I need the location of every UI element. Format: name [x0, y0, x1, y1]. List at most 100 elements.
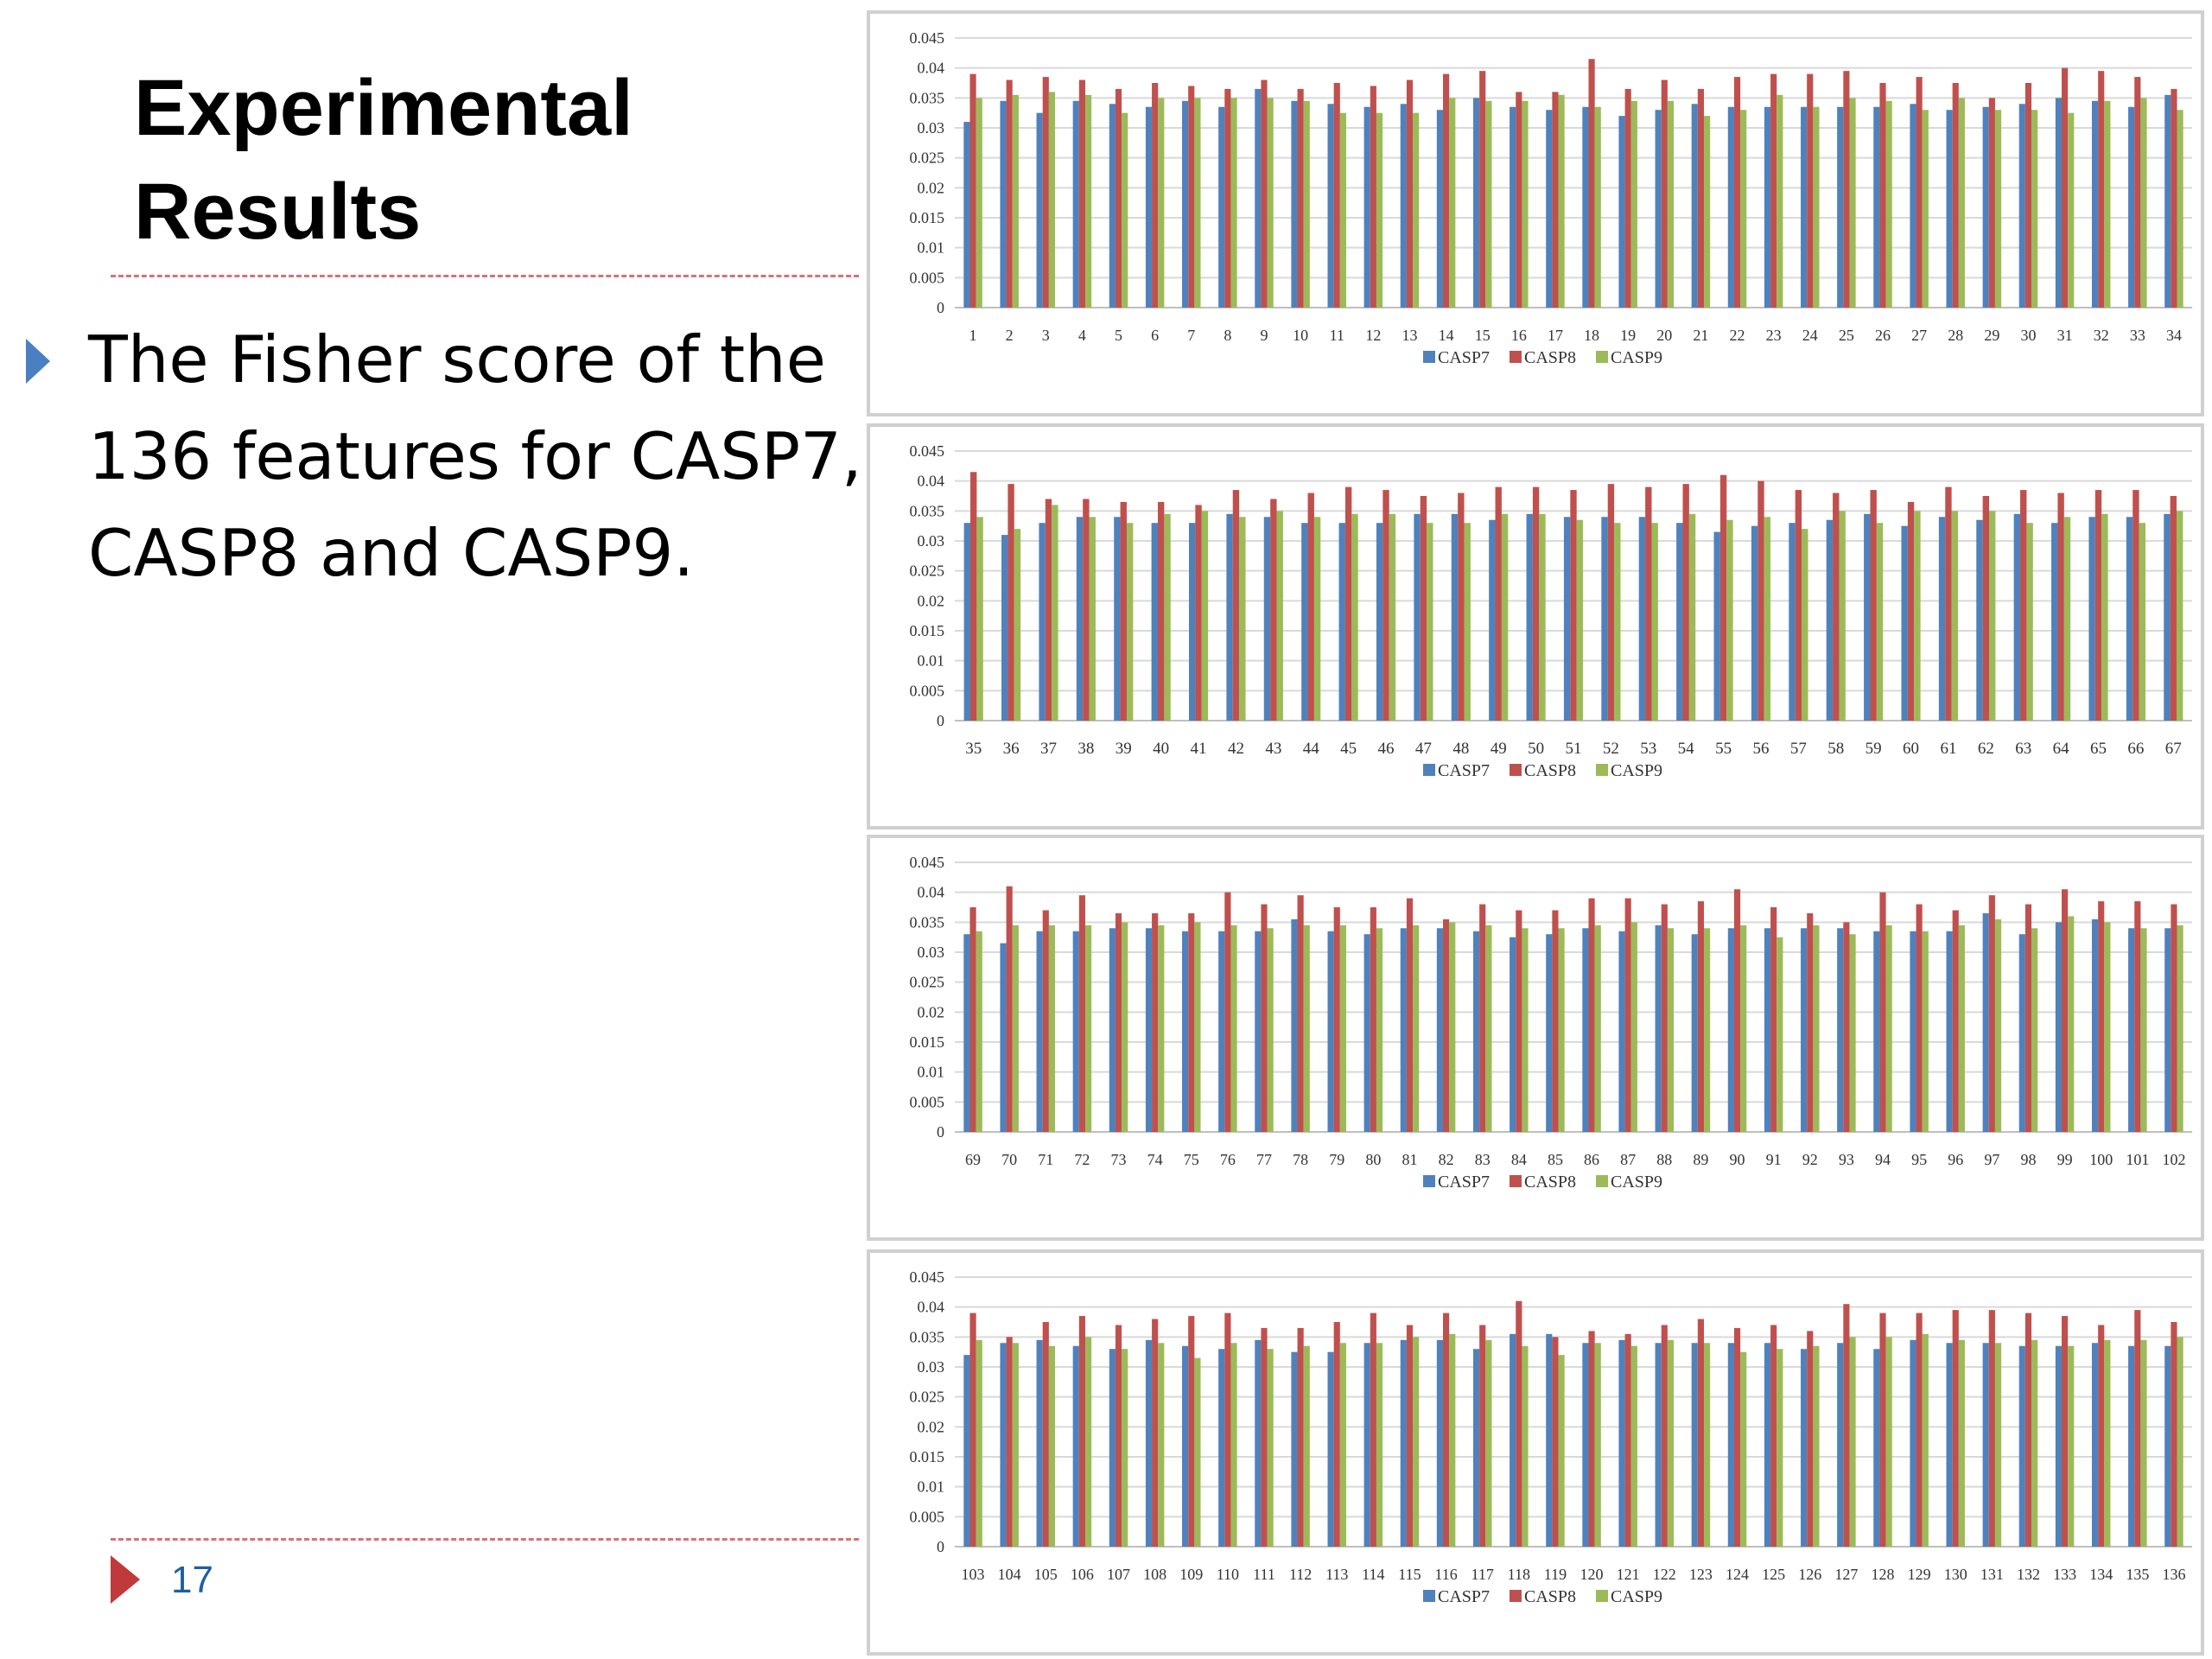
y-tick-label: 0.035 — [910, 913, 945, 931]
bar-casp9 — [1594, 1343, 1601, 1547]
bar-casp7 — [1182, 100, 1189, 308]
bar-casp9 — [1084, 925, 1092, 1132]
x-tick-label: 30 — [2020, 327, 2036, 344]
bar-casp8 — [1952, 910, 1959, 1132]
bar-casp8 — [1945, 486, 1952, 721]
bar-casp8 — [1406, 79, 1414, 308]
bar-casp8 — [1307, 493, 1314, 721]
bar-casp8 — [1006, 886, 1013, 1132]
y-tick-label: 0 — [937, 1123, 944, 1141]
bar-casp7 — [1145, 106, 1153, 308]
bar-casp7 — [1789, 523, 1796, 721]
bar-casp8 — [1115, 1325, 1122, 1547]
y-tick-label: 0.04 — [918, 884, 945, 901]
x-tick-label: 91 — [1766, 1151, 1782, 1168]
bar-casp7 — [1946, 1343, 1953, 1547]
x-tick-label: 28 — [1948, 327, 1963, 344]
bar-casp9 — [1267, 928, 1274, 1132]
x-tick-label: 29 — [1984, 327, 1999, 344]
x-tick-label: 69 — [965, 1151, 981, 1168]
bar-casp7 — [1218, 1349, 1225, 1547]
bar-casp9 — [1813, 1345, 1820, 1547]
bar-casp7 — [1764, 1343, 1771, 1547]
bar-casp9 — [1651, 523, 1658, 721]
bar-casp8 — [1078, 1316, 1085, 1547]
x-tick-label: 119 — [1544, 1566, 1567, 1583]
bar-casp9 — [2031, 928, 2038, 1132]
x-tick-label: 52 — [1603, 740, 1619, 758]
bar-casp9 — [1703, 1343, 1711, 1547]
x-tick-label: 22 — [1730, 327, 1745, 344]
y-tick-label: 0.015 — [910, 209, 945, 226]
bar-casp7 — [1526, 513, 1533, 721]
bar-casp9 — [1351, 513, 1358, 721]
legend-swatch-casp7 — [1423, 1590, 1435, 1602]
bar-casp7 — [1510, 106, 1516, 308]
bar-casp9 — [1303, 1345, 1310, 1547]
bar-casp9 — [1267, 98, 1274, 308]
x-tick-label: 121 — [1617, 1566, 1640, 1583]
bar-casp8 — [2171, 88, 2177, 308]
x-tick-label: 89 — [1693, 1151, 1708, 1168]
bar-casp7 — [1676, 523, 1683, 721]
bar-casp8 — [1552, 92, 1559, 308]
x-tick-label: 110 — [1217, 1566, 1239, 1583]
bar-casp9 — [2139, 523, 2145, 721]
x-tick-label: 87 — [1620, 1151, 1636, 1168]
bar-casp9 — [1122, 1349, 1128, 1547]
x-tick-label: 99 — [2057, 1151, 2073, 1168]
bar-casp8 — [1516, 910, 1522, 1132]
bar-casp8 — [1552, 1337, 1559, 1547]
bar-casp7 — [963, 934, 970, 1132]
bar-casp9 — [1230, 98, 1237, 308]
bar-casp7 — [2164, 928, 2171, 1132]
y-tick-label: 0.02 — [918, 592, 945, 609]
bar-casp7 — [2128, 928, 2135, 1132]
legend-label-casp8: CASP8 — [1524, 761, 1576, 780]
x-tick-label: 39 — [1116, 740, 1132, 758]
bar-casp9 — [1667, 1339, 1675, 1547]
bar-casp8 — [1495, 486, 1502, 721]
y-tick-label: 0.01 — [918, 1478, 945, 1496]
bar-chart-features-1-34: 0 0.005 0.01 0.015 0.02 0.025 0.03 0.035 0.04 0.0… — [910, 29, 2192, 367]
bar-casp7 — [1764, 928, 1771, 1132]
bar-casp8 — [1988, 1310, 1995, 1547]
bar-casp9 — [1849, 934, 1856, 1132]
bar-casp8 — [1952, 83, 1959, 308]
bar-casp8 — [1333, 907, 1340, 1132]
bar-casp7 — [1255, 88, 1262, 308]
bar-casp9 — [1922, 110, 1929, 308]
bar-casp8 — [2171, 1322, 2177, 1547]
bar-casp7 — [1263, 517, 1271, 721]
x-tick-label: 85 — [1548, 1151, 1563, 1168]
y-tick-label: 0.03 — [918, 119, 945, 137]
bar-casp9 — [1339, 1343, 1346, 1547]
x-tick-label: 50 — [1528, 740, 1544, 758]
bar-casp7 — [1109, 104, 1116, 308]
bar-casp9 — [1413, 112, 1420, 308]
bar-casp7 — [1255, 931, 1262, 1132]
bar-casp8 — [1195, 505, 1202, 721]
bar-casp8 — [1661, 1325, 1668, 1547]
x-tick-label: 61 — [1940, 740, 1956, 758]
bar-casp7 — [1072, 1345, 1079, 1547]
bar-casp8 — [1988, 98, 1995, 308]
x-tick-label: 14 — [1439, 327, 1454, 344]
bar-casp7 — [1226, 513, 1233, 721]
x-tick-label: 70 — [1001, 1151, 1017, 1168]
bar-casp8 — [1479, 1325, 1486, 1547]
y-tick-label: 0 — [937, 1538, 944, 1555]
y-tick-label: 0.015 — [910, 1033, 945, 1051]
x-tick-label: 136 — [2162, 1566, 2185, 1583]
bar-casp8 — [969, 1313, 976, 1547]
bar-casp9 — [1048, 1345, 1056, 1547]
x-tick-label: 116 — [1434, 1566, 1457, 1583]
bar-casp9 — [1485, 925, 1492, 1132]
bar-casp9 — [1012, 94, 1019, 308]
x-tick-label: 128 — [1872, 1566, 1895, 1583]
bullet-text: The Fisher score of the 136 features for… — [88, 311, 866, 601]
x-tick-label: 2 — [1006, 327, 1014, 344]
bar-casp8 — [970, 472, 977, 721]
x-tick-label: 62 — [1978, 740, 1994, 758]
x-tick-label: 98 — [2020, 1151, 2036, 1168]
